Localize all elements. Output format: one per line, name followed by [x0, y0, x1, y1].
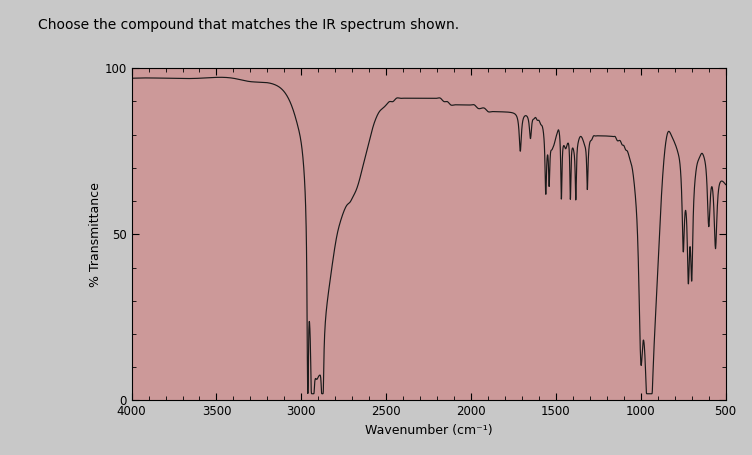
Y-axis label: % Transmittance: % Transmittance — [89, 182, 102, 287]
Text: Choose the compound that matches the IR spectrum shown.: Choose the compound that matches the IR … — [38, 18, 459, 32]
X-axis label: Wavenumber (cm⁻¹): Wavenumber (cm⁻¹) — [365, 424, 493, 437]
